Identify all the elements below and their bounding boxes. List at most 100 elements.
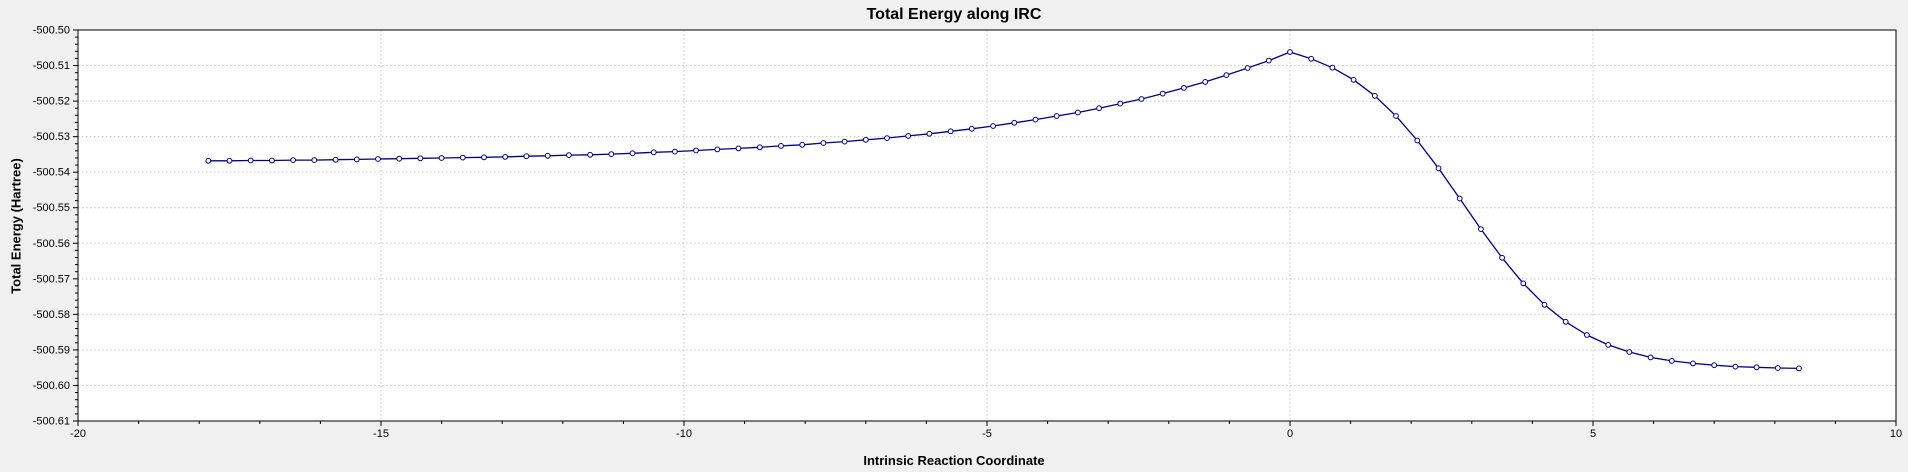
data-point-marker bbox=[1011, 119, 1018, 126]
data-point-marker bbox=[820, 140, 827, 146]
data-point-marker bbox=[544, 152, 551, 159]
data-point-marker bbox=[1053, 113, 1060, 119]
data-point-marker bbox=[1796, 365, 1802, 372]
data-point-marker bbox=[375, 156, 381, 162]
data-point-marker bbox=[1244, 65, 1251, 71]
data-point-marker bbox=[1414, 137, 1421, 144]
x-axis-tick-label: -15 bbox=[373, 428, 389, 440]
data-point-marker bbox=[1265, 57, 1272, 64]
data-point-marker bbox=[1223, 72, 1230, 78]
energy-curve bbox=[208, 51, 1800, 370]
y-axis-tick-label: -500.53 bbox=[33, 131, 70, 143]
y-axis-tick-label: -500.52 bbox=[33, 96, 70, 108]
x-axis-tick-label: -5 bbox=[982, 428, 992, 440]
y-axis-tick-label: -500.57 bbox=[33, 273, 70, 285]
data-point-marker bbox=[714, 146, 721, 153]
data-point-marker bbox=[947, 128, 954, 135]
data-point-marker bbox=[311, 157, 318, 164]
data-point-marker bbox=[1626, 349, 1633, 355]
data-point-marker bbox=[205, 157, 212, 164]
data-point-marker bbox=[1753, 364, 1760, 371]
data-point-marker bbox=[1668, 358, 1675, 364]
data-point-marker bbox=[353, 156, 360, 163]
data-point-marker bbox=[269, 157, 275, 164]
data-point-marker bbox=[1202, 79, 1209, 85]
data-point-marker bbox=[1647, 354, 1654, 361]
data-point-marker bbox=[1541, 301, 1548, 308]
data-point-marker bbox=[459, 154, 466, 161]
data-point-marker bbox=[417, 155, 424, 162]
data-point-marker bbox=[1117, 100, 1124, 107]
data-point-marker bbox=[990, 123, 996, 129]
data-point-marker bbox=[1584, 332, 1590, 338]
data-point-marker bbox=[1499, 254, 1505, 261]
data-point-marker bbox=[247, 157, 254, 164]
data-point-marker bbox=[1605, 342, 1612, 348]
x-axis-tick-label: -10 bbox=[676, 428, 692, 440]
data-point-marker bbox=[523, 153, 530, 160]
data-point-marker bbox=[862, 136, 869, 143]
data-point-marker bbox=[1371, 92, 1378, 99]
x-axis-label: Intrinsic Reaction Coordinate bbox=[863, 453, 1045, 468]
y-axis-tick-label: -500.55 bbox=[33, 202, 70, 214]
data-point-marker bbox=[799, 141, 806, 148]
x-axis-tick-label: -20 bbox=[70, 428, 86, 440]
data-point-marker bbox=[905, 133, 912, 139]
data-point-marker bbox=[396, 155, 403, 162]
data-point-marker bbox=[884, 135, 890, 142]
data-point-marker bbox=[587, 151, 593, 158]
data-point-marker bbox=[1159, 90, 1166, 97]
data-point-marker bbox=[566, 152, 572, 159]
data-point-marker bbox=[1711, 362, 1718, 369]
data-point-marker bbox=[1393, 113, 1399, 119]
y-axis-tick-label: -500.56 bbox=[33, 238, 70, 250]
y-axis-tick-label: -500.50 bbox=[33, 25, 70, 37]
data-point-marker bbox=[438, 155, 445, 161]
y-axis-tick-label: -500.54 bbox=[33, 167, 70, 179]
data-point-marker bbox=[735, 145, 742, 152]
y-axis-label: Total Energy (Hartree) bbox=[8, 158, 24, 294]
y-axis-tick-label: -500.51 bbox=[33, 60, 70, 72]
data-point-marker bbox=[1520, 280, 1527, 287]
y-axis-tick-label: -500.60 bbox=[33, 380, 70, 392]
chart-title: Total Energy along IRC bbox=[866, 6, 1042, 23]
data-point-marker bbox=[650, 149, 657, 156]
data-point-marker bbox=[926, 130, 933, 137]
data-point-marker bbox=[481, 154, 487, 161]
data-point-marker bbox=[608, 151, 615, 158]
data-point-marker bbox=[841, 138, 848, 145]
data-point-marker bbox=[1350, 76, 1357, 83]
data-point-marker bbox=[1096, 105, 1102, 112]
data-point-marker bbox=[1478, 226, 1484, 233]
data-point-marker bbox=[1435, 165, 1442, 172]
data-point-marker bbox=[968, 125, 975, 132]
data-point-marker bbox=[1329, 64, 1336, 71]
data-point-marker bbox=[1690, 360, 1696, 367]
data-point-marker bbox=[1181, 85, 1187, 91]
data-point-marker bbox=[1032, 116, 1039, 123]
x-axis-tick-label: 5 bbox=[1590, 428, 1596, 440]
data-point-marker bbox=[226, 157, 233, 164]
x-axis-tick-label: 0 bbox=[1287, 428, 1293, 440]
y-axis-tick-label: -500.61 bbox=[33, 416, 70, 428]
x-axis-tick-label: 10 bbox=[1890, 428, 1902, 440]
data-point-marker bbox=[629, 150, 636, 157]
data-point-marker bbox=[1308, 55, 1315, 62]
data-point-marker bbox=[693, 147, 699, 154]
data-point-marker bbox=[1456, 195, 1463, 202]
data-point-marker bbox=[756, 144, 763, 151]
data-point-marker bbox=[1075, 109, 1081, 116]
data-point-marker bbox=[290, 157, 297, 164]
data-point-marker bbox=[672, 148, 678, 155]
data-point-marker bbox=[1774, 365, 1781, 371]
data-point-marker bbox=[1732, 363, 1739, 370]
data-point-marker bbox=[332, 156, 339, 163]
data-point-marker bbox=[1287, 49, 1293, 55]
y-axis-tick-label: -500.59 bbox=[33, 344, 70, 356]
data-point-marker bbox=[502, 154, 509, 160]
data-point-marker bbox=[1138, 96, 1145, 102]
y-axis-tick-label: -500.58 bbox=[33, 309, 70, 321]
data-point-marker bbox=[1562, 318, 1569, 325]
